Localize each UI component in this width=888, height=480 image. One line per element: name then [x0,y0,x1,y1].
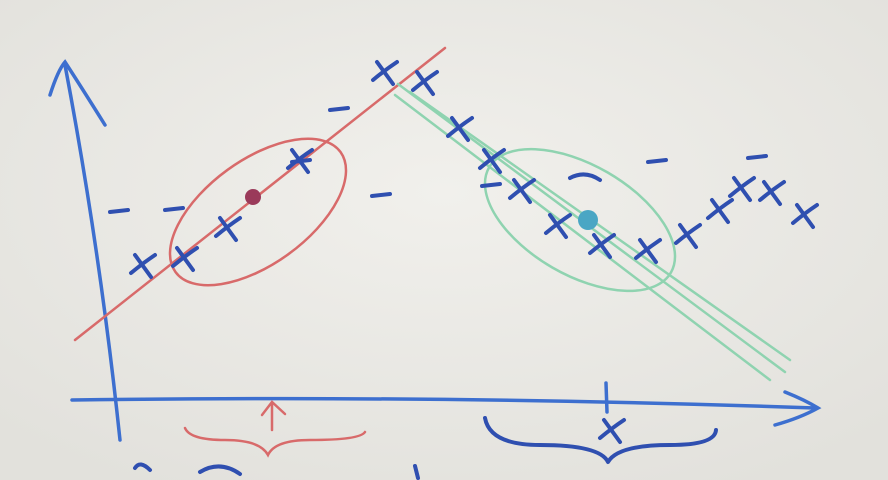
cross-mark [728,176,756,202]
cross-mark [478,148,506,174]
cross-mark [674,223,702,249]
cross-mark [544,213,572,239]
vertical-axis [63,63,122,442]
cross-mark [598,418,626,444]
dash-mark [646,158,668,164]
dash-mark [568,172,602,182]
blue-brace [483,416,718,464]
dash-mark [370,192,392,198]
cross-mark [171,246,199,272]
dash-mark [163,206,185,212]
red-arrow [260,400,287,432]
cross-mark [634,238,662,264]
dash-mark [108,208,130,214]
dash-mark [480,182,502,188]
red-center [245,189,261,205]
cross-mark [508,178,536,204]
cross-mark [706,198,734,224]
horizontal-axis [70,396,817,410]
green-center [578,210,598,230]
cross-mark [588,233,616,259]
cross-mark [758,180,786,206]
cross-mark [411,70,439,96]
green-line [408,90,792,362]
cross-mark [371,60,399,86]
dash-mark [328,106,350,112]
red-ellipse [168,137,348,287]
handwriting-fragment [133,462,420,480]
green-line [393,93,772,382]
cross-mark [129,253,157,279]
red-brace [183,426,367,458]
horizontal-arrowhead [773,390,822,427]
cross-mark [214,216,242,242]
cross-mark [446,116,474,142]
dash-mark [746,154,768,160]
dash-mark [290,158,312,164]
cross-mark [791,203,819,229]
vertical-arrowhead [48,59,107,127]
axis-tick [604,381,609,414]
green-ellipse [483,147,677,293]
